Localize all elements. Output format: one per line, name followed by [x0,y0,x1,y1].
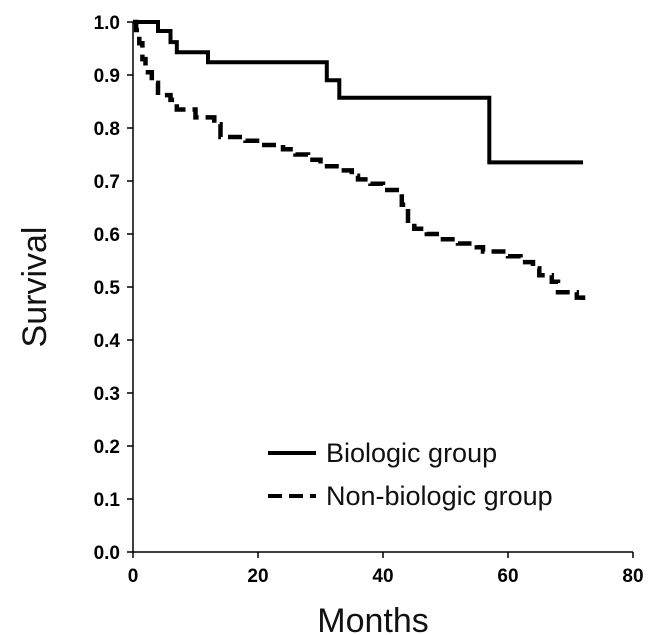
series-line-biologic [133,20,583,165]
y-tick-label: 0.5 [94,278,121,299]
axis-titles: Months Survival [16,227,429,635]
y-tick-label: 1.0 [94,13,120,34]
y-tick-label: 0.0 [94,543,120,564]
y-tick-label: 0.6 [94,225,120,246]
ticks: 0.0 0.1 0.2 0.3 0.4 0.5 0.6 0.7 0.8 0.9 1.0 0 20 40 60… [94,13,644,587]
x-tick-label: 60 [497,566,518,587]
series-line-non-biologic [133,19,586,306]
y-tick-label: 0.3 [94,384,120,405]
y-axis-title: Survival [16,227,54,348]
legend: Biologic group Non-biologic group [268,438,553,511]
axes [132,22,633,553]
series-layer [133,19,586,306]
y-tick-label: 0.8 [94,119,120,140]
x-tick-label: 0 [128,566,139,587]
y-tick-label: 0.4 [94,331,121,352]
x-tick-label: 80 [622,566,643,587]
legend-label-non-biologic: Non-biologic group [326,481,553,511]
y-tick-label: 0.7 [94,172,120,193]
y-tick-label: 0.9 [94,66,120,87]
x-tick-label: 40 [372,566,393,587]
x-tick-label: 20 [247,566,268,587]
y-tick-label: 0.2 [94,437,120,458]
y-tick-label: 0.1 [94,490,121,511]
legend-label-biologic: Biologic group [326,438,497,468]
x-axis-title: Months [317,602,429,635]
